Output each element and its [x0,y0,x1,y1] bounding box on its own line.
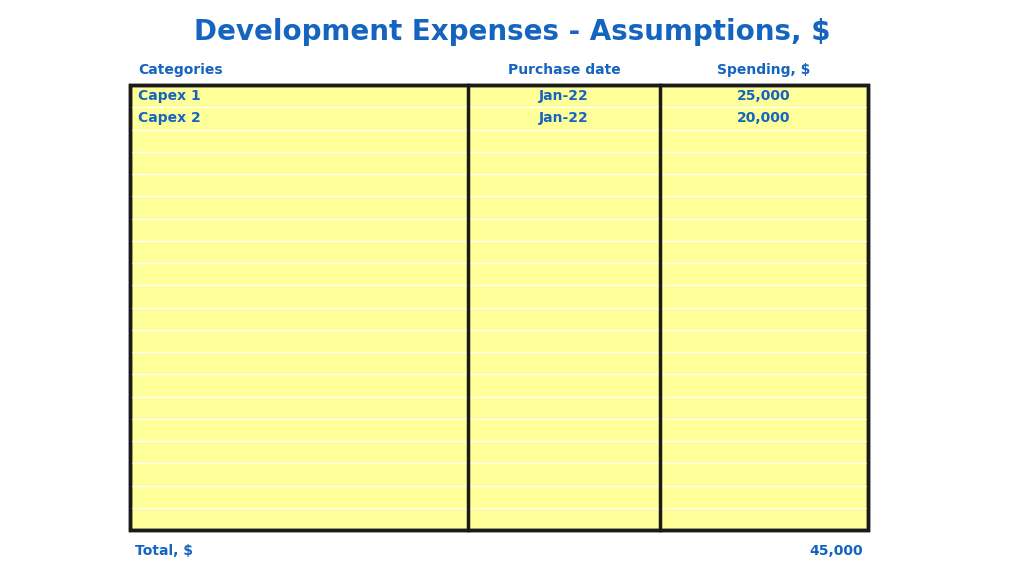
Text: Capex 2: Capex 2 [138,111,201,125]
Text: Categories: Categories [138,63,222,77]
Text: Jan-22: Jan-22 [539,89,589,103]
Text: Spending, $: Spending, $ [718,63,811,77]
Text: 45,000: 45,000 [809,544,863,558]
Bar [130,85,868,530]
Text: Jan-22: Jan-22 [539,111,589,125]
Text: 25,000: 25,000 [737,89,791,103]
Text: Development Expenses - Assumptions, $: Development Expenses - Assumptions, $ [194,18,830,46]
Text: Capex 1: Capex 1 [138,89,201,103]
Bar [130,85,868,530]
Text: Total, $: Total, $ [135,544,193,558]
Text: 20,000: 20,000 [737,111,791,125]
Text: Purchase date: Purchase date [508,63,621,77]
